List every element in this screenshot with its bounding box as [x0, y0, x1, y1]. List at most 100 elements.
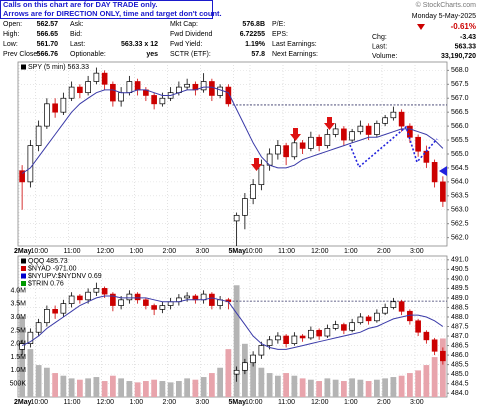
y-tick-label: 491.0 — [451, 257, 469, 264]
y-tick-label: 489.5 — [451, 285, 469, 292]
x-tick-label: 11:00 — [278, 248, 295, 255]
candle-body — [35, 322, 42, 333]
x-tick-label: 2:00 — [163, 248, 177, 255]
volume-bar — [60, 375, 67, 397]
quote-label: Ask: — [70, 21, 84, 28]
quote-label: Prev Close: — [3, 51, 39, 58]
y-tick-label: 486.5 — [451, 342, 469, 349]
candle-body — [60, 97, 67, 113]
candle-body — [357, 316, 364, 324]
candle-body — [308, 329, 314, 339]
red-arrow — [290, 128, 301, 141]
volume-bar — [233, 285, 240, 397]
candle-body — [283, 145, 289, 158]
x-tick-label: 5May — [229, 248, 247, 255]
candle-body — [283, 335, 289, 344]
volume-bar — [357, 379, 364, 397]
candle-body — [118, 299, 124, 306]
volume-bar — [217, 367, 224, 397]
candle-body — [85, 81, 91, 94]
y-tick-label: 566.5 — [451, 109, 469, 116]
note-line: Arrows are for DIRECTION ONLY, time and … — [3, 9, 222, 18]
y-tick-label: 490.0 — [451, 276, 469, 283]
volume-bar — [109, 375, 116, 397]
volume-tick-label: 4.0M — [10, 287, 26, 294]
summary-value: -3.43 — [460, 34, 476, 41]
volume-bar — [151, 379, 158, 397]
candle-body — [332, 324, 339, 329]
quote-label: Last: — [70, 41, 85, 48]
candle-body — [200, 81, 207, 91]
volume-bar — [316, 381, 323, 397]
y-tick-label: 485.5 — [451, 361, 469, 368]
y-tick-label: 562.5 — [451, 221, 469, 228]
red-arrow — [251, 158, 262, 171]
volume-bar — [68, 378, 75, 397]
x-tick-label: 3:00 — [196, 248, 210, 255]
y-tick-label: 489.0 — [451, 295, 469, 302]
candle-body — [390, 111, 397, 119]
candle-body — [118, 92, 124, 102]
volume-bar — [398, 375, 405, 397]
y-tick-label: 564.5 — [451, 165, 469, 172]
volume-bar — [101, 381, 108, 397]
candle-body — [143, 299, 149, 306]
x-tick-label: 3:00 — [410, 248, 424, 255]
annotations — [251, 117, 447, 176]
candle-body — [374, 312, 380, 322]
candle-body — [390, 301, 397, 308]
volume-bar — [291, 375, 298, 397]
x-tick-label: 1:00 — [344, 399, 358, 406]
quote-value: 1.19% — [245, 41, 266, 48]
moving-average — [21, 295, 444, 350]
x-tick-label: 12:00 — [311, 248, 329, 255]
legend-label: SPY (5 min) 563.33 — [28, 64, 89, 71]
volume-bar — [19, 317, 26, 397]
candle-body — [398, 111, 405, 127]
candle-body — [209, 293, 215, 306]
quote-label: Bid: — [70, 31, 82, 38]
candle-body — [365, 125, 372, 135]
volume-bar — [192, 379, 199, 397]
candle-body — [299, 142, 306, 149]
y-tick-label: 563.5 — [451, 193, 469, 200]
candle-body — [167, 301, 174, 306]
y-tick-label: 484.5 — [451, 381, 469, 388]
summary-value: 563.33 — [455, 43, 477, 50]
quote-value: 57.8 — [251, 51, 265, 58]
quote-value: 566.65 — [37, 31, 59, 38]
candle-body — [382, 307, 388, 314]
x-tick-label: 10:00 — [245, 399, 263, 406]
candle-body — [258, 164, 265, 186]
volume-tick-label: 2.5M — [10, 327, 26, 334]
candle-body — [242, 198, 248, 216]
legend-label: QQQ 485.73 — [28, 258, 68, 265]
y-tick-label: 488.5 — [451, 304, 469, 311]
change-pct: -0.61% — [451, 22, 476, 31]
y-tick-label: 562.0 — [451, 234, 469, 241]
candle-body — [44, 309, 50, 324]
quote-label: EPS: — [272, 31, 288, 38]
candle-body — [266, 339, 273, 346]
x-tick-label: 11:00 — [64, 399, 81, 406]
candle-body — [415, 136, 421, 152]
candle-body — [101, 72, 108, 85]
volume-bar — [200, 377, 207, 397]
candle-body — [423, 331, 430, 341]
candle-body — [192, 295, 199, 301]
candle-body — [52, 103, 58, 113]
quote-label: Low: — [3, 41, 18, 48]
candle-body — [110, 83, 116, 102]
y-tick-label: 567.5 — [451, 81, 469, 88]
candle-body — [225, 86, 232, 105]
volume-bar — [283, 373, 290, 397]
quote-value: 566.76 — [37, 51, 59, 58]
candle-body — [60, 303, 67, 314]
volume-bar — [175, 381, 182, 397]
candle-body — [77, 86, 83, 94]
quote-label: High: — [3, 31, 19, 38]
legend-label: $NYUPV:$NYDNV 0.69 — [28, 273, 102, 280]
volume-tick-label: 500K — [10, 381, 27, 388]
legend-label: $NYAD -971.00 — [28, 265, 77, 272]
